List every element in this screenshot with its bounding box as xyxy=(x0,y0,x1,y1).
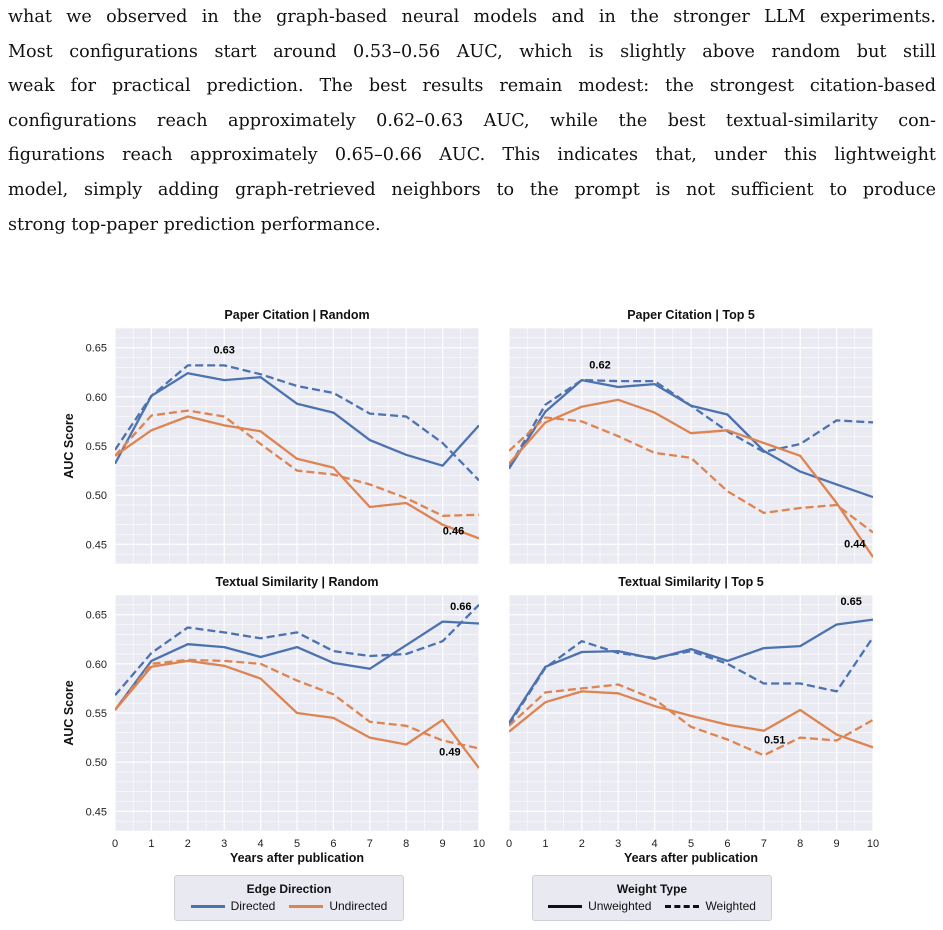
paragraph-line: configurations reach approximately 0.62–… xyxy=(8,110,936,131)
x-tick-label: 2 xyxy=(185,838,191,850)
legend-title: Weight Type xyxy=(616,882,688,896)
body-paragraph: what we observed in the graph-based neur… xyxy=(8,0,936,242)
data-annotation: 0.49 xyxy=(439,746,460,758)
paragraph-line: Most configurations start around 0.53–0.… xyxy=(8,41,936,62)
panel-title: Textual Similarity | Random xyxy=(215,575,378,589)
legend-swatch-undirected xyxy=(289,904,324,908)
x-tick-label: 6 xyxy=(724,838,730,850)
data-annotation: 0.62 xyxy=(589,359,610,371)
legend-title: Edge Direction xyxy=(246,882,332,896)
paragraph-line: weak for practical prediction. The best … xyxy=(8,76,936,97)
y-tick-label: 0.60 xyxy=(86,392,107,404)
x-tick-label: 4 xyxy=(652,838,658,850)
y-tick-label: 0.50 xyxy=(86,757,107,769)
series-line-undirected-unweighted xyxy=(509,690,873,749)
legend-weight-type: Weight Type Unweighted Weighted xyxy=(532,875,772,921)
legend-item-undirected: Undirected xyxy=(289,899,387,913)
legend-label: Directed xyxy=(230,899,276,913)
y-axis-label: AUC Score xyxy=(62,680,76,745)
paragraph-line: strong top-paper prediction performance. xyxy=(8,214,381,235)
legend-edge-direction: Edge Direction Directed Undirected xyxy=(174,875,404,921)
x-tick-label: 2 xyxy=(579,838,585,850)
legend-item-weighted: Weighted xyxy=(665,899,756,913)
y-tick-label: 0.50 xyxy=(86,490,107,502)
y-tick-label: 0.65 xyxy=(86,343,107,355)
legend-swatch-unweighted xyxy=(548,904,583,908)
series-line-directed-unweighted xyxy=(115,372,479,467)
x-tick-label: 5 xyxy=(294,838,300,850)
x-tick-label: 9 xyxy=(440,838,446,850)
x-tick-label: 4 xyxy=(258,838,264,850)
y-tick-label: 0.55 xyxy=(86,708,107,720)
x-tick-label: 7 xyxy=(367,838,373,850)
x-tick-label: 10 xyxy=(867,838,879,850)
x-tick-label: 0 xyxy=(506,838,512,850)
x-tick-label: 3 xyxy=(221,838,227,850)
x-tick-label: 8 xyxy=(797,838,803,850)
x-tick-label: 8 xyxy=(403,838,409,850)
data-annotation: 0.63 xyxy=(213,345,234,357)
legend-swatch-directed xyxy=(190,904,225,908)
x-tick-label: 6 xyxy=(330,838,336,850)
x-tick-label: 5 xyxy=(688,838,694,850)
x-axis-label: Years after publication xyxy=(624,851,758,865)
series-line-directed-unweighted xyxy=(115,620,479,711)
panel-title: Paper Citation | Top 5 xyxy=(627,308,755,322)
series-line-undirected-weighted xyxy=(115,409,479,517)
y-tick-label: 0.55 xyxy=(86,441,107,453)
x-axis-label: Years after publication xyxy=(230,851,364,865)
data-annotation: 0.66 xyxy=(450,601,471,613)
x-tick-label: 1 xyxy=(148,838,154,850)
paragraph-line: model, simply adding graph-retrieved nei… xyxy=(8,179,936,200)
x-tick-label: 7 xyxy=(761,838,767,850)
series-line-directed-weighted xyxy=(115,603,479,697)
y-tick-label: 0.45 xyxy=(86,806,107,818)
legend-label: Weighted xyxy=(705,899,756,913)
legend-label: Undirected xyxy=(329,899,388,913)
paragraph-line: figurations reach approximately 0.65–0.6… xyxy=(8,145,936,166)
series-line-undirected-weighted xyxy=(509,416,873,534)
legend-label: Unweighted xyxy=(588,899,652,913)
series-line-undirected-weighted xyxy=(509,683,873,757)
paragraph-line: what we observed in the graph-based neur… xyxy=(8,7,936,27)
y-tick-label: 0.60 xyxy=(86,659,107,671)
panel-title: Paper Citation | Random xyxy=(224,308,369,322)
legend-swatch-weighted xyxy=(665,904,700,908)
legend-item-directed: Directed xyxy=(190,899,276,913)
x-tick-label: 3 xyxy=(615,838,621,850)
series-line-undirected-unweighted xyxy=(115,415,479,540)
x-tick-label: 1 xyxy=(542,838,548,850)
series-line-directed-weighted xyxy=(115,364,479,482)
series-line-directed-weighted xyxy=(509,636,873,726)
y-tick-label: 0.45 xyxy=(86,539,107,551)
series-line-directed-weighted xyxy=(509,378,873,469)
panel-title: Textual Similarity | Top 5 xyxy=(618,575,763,589)
x-tick-label: 0 xyxy=(112,838,118,850)
data-annotation: 0.65 xyxy=(840,596,861,608)
data-annotation: 0.44 xyxy=(844,538,866,550)
series-line-undirected-unweighted xyxy=(115,659,479,769)
y-tick-label: 0.65 xyxy=(86,610,107,622)
x-tick-label: 10 xyxy=(473,838,485,850)
series-line-directed-unweighted xyxy=(509,618,873,724)
y-axis-label: AUC Score xyxy=(62,413,76,478)
series-line-undirected-weighted xyxy=(115,658,479,750)
x-tick-label: 9 xyxy=(834,838,840,850)
legend-item-unweighted: Unweighted xyxy=(548,899,651,913)
data-annotation: 0.51 xyxy=(764,734,785,746)
data-annotation: 0.46 xyxy=(443,526,464,538)
series-line-undirected-unweighted xyxy=(509,398,873,558)
